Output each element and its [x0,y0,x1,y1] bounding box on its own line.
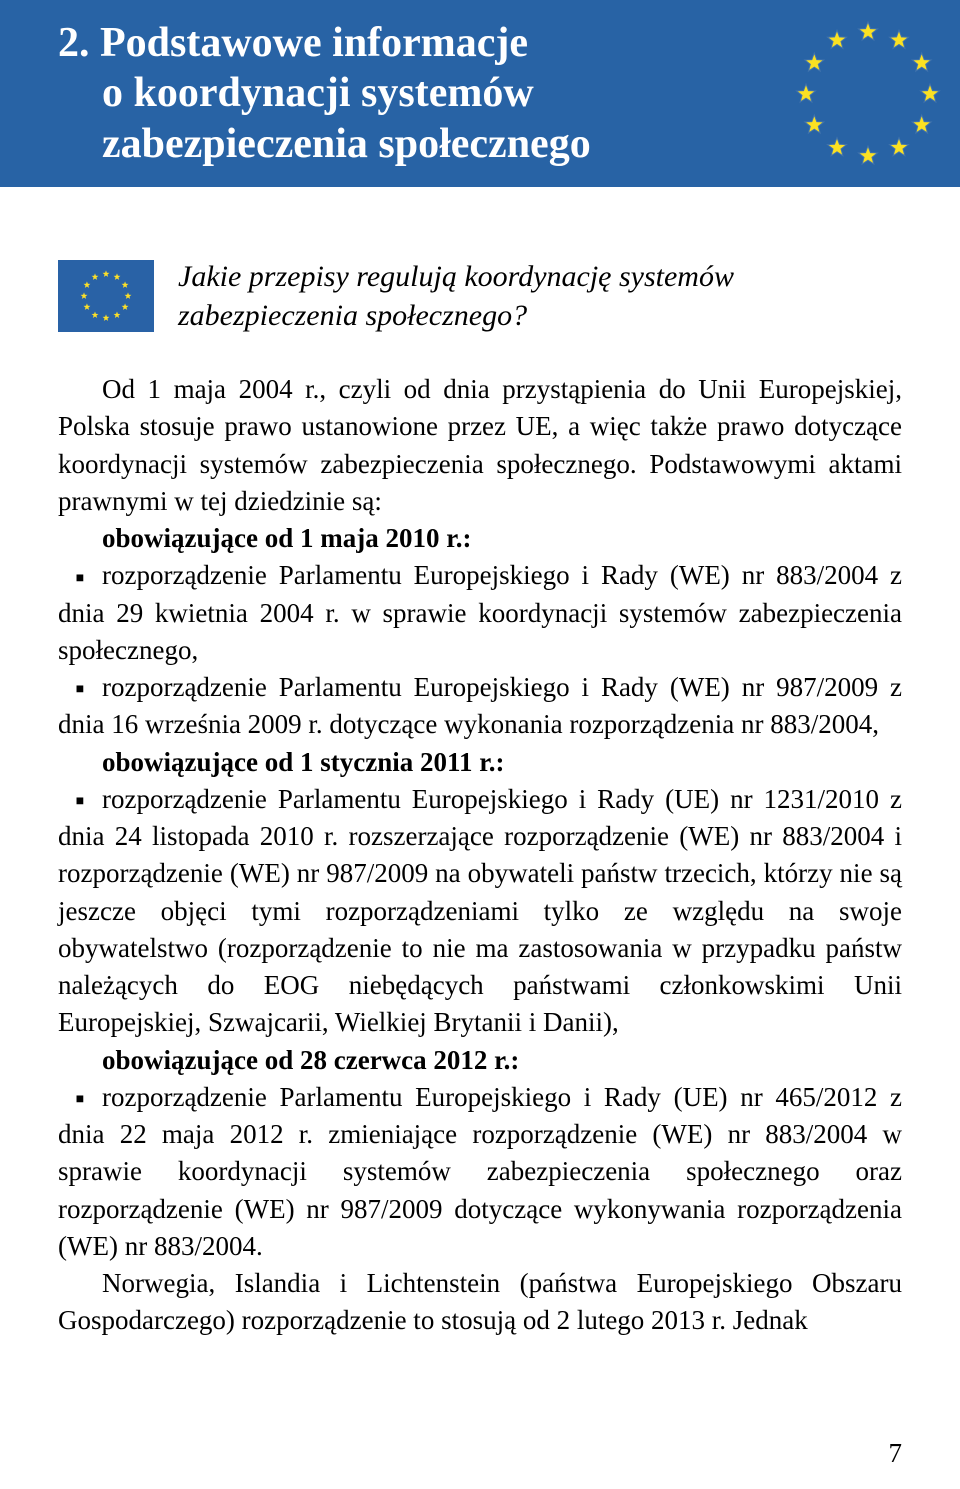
bullet-4: ■rozporządzenie Parlamentu Europejskiego… [58,1079,902,1265]
header-band: 2. Podstawowe informacje o koordynacji s… [0,0,960,187]
page-number: 7 [889,1438,903,1469]
question-row: Jakie przepisy regulują koordynację syst… [58,257,902,335]
content-area: Jakie przepisy regulują koordynację syst… [0,257,960,1340]
question-line-1: Jakie przepisy regulują koordynację syst… [178,260,734,293]
title-line-2: o koordynacji systemów [58,70,534,116]
question-text: Jakie przepisy regulują koordynację syst… [178,257,734,335]
eu-flag-small-icon [58,260,154,332]
bullet-1: ■rozporządzenie Parlamentu Europejskiego… [58,557,902,669]
question-line-2: zabezpieczenia społecznego? [178,299,527,332]
title-line-1: 2. Podstawowe informacje [58,20,528,66]
bullet-2: ■rozporządzenie Parlamentu Europejskiego… [58,669,902,744]
paragraph-intro: Od 1 maja 2004 r., czyli od dnia przystą… [58,371,902,520]
subheading-1: obowiązujące od 1 maja 2010 r.: [58,520,902,557]
eu-stars-large-icon [788,14,948,174]
paragraph-2: Norwegia, Islandia i Lichtenstein (państ… [58,1265,902,1340]
subheading-3: obowiązujące od 28 czerwca 2012 r.: [58,1042,902,1079]
subheading-2: obowiązujące od 1 stycznia 2011 r.: [58,744,902,781]
bullet-3: ■rozporządzenie Parlamentu Europejskiego… [58,781,902,1042]
body-text: Od 1 maja 2004 r., czyli od dnia przystą… [58,371,902,1340]
title-line-3: zabezpieczenia społecznego [58,121,591,167]
